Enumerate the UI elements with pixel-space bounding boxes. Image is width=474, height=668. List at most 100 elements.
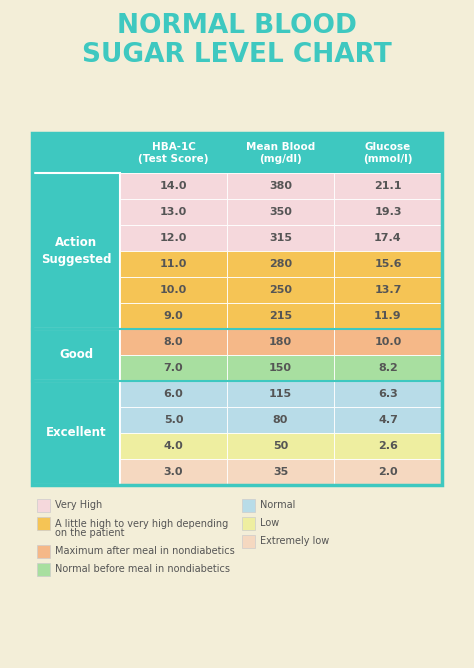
Text: 6.0: 6.0	[164, 389, 183, 399]
Bar	[227, 173, 334, 199]
Text: Normal: Normal	[260, 500, 295, 510]
Text: 14.0: 14.0	[160, 181, 187, 191]
Bar	[120, 459, 227, 485]
Text: 180: 180	[269, 337, 292, 347]
Text: 4.7: 4.7	[378, 415, 398, 425]
Text: 12.0: 12.0	[160, 233, 187, 243]
Bar	[120, 381, 227, 407]
Text: Very High: Very High	[55, 500, 102, 510]
Text: Low: Low	[260, 518, 279, 528]
Text: 4.0: 4.0	[164, 441, 183, 451]
Bar	[120, 225, 227, 251]
Text: 6.3: 6.3	[378, 389, 398, 399]
Text: 115: 115	[269, 389, 292, 399]
Text: 8.2: 8.2	[378, 363, 398, 373]
Bar	[227, 303, 334, 329]
Text: Glucose
(mmol/l): Glucose (mmol/l)	[363, 142, 413, 164]
Text: 3.0: 3.0	[164, 467, 183, 477]
Bar	[120, 277, 227, 303]
Text: 19.3: 19.3	[374, 207, 402, 217]
Bar	[334, 303, 442, 329]
Text: 8.0: 8.0	[164, 337, 183, 347]
Bar	[32, 133, 442, 173]
Bar	[334, 381, 442, 407]
Bar	[242, 517, 255, 530]
Text: 280: 280	[269, 259, 292, 269]
Bar	[227, 433, 334, 459]
Text: 50: 50	[273, 441, 288, 451]
Bar	[32, 133, 442, 485]
Bar	[334, 407, 442, 433]
Text: Good: Good	[59, 349, 93, 361]
Text: 315: 315	[269, 233, 292, 243]
Text: 17.4: 17.4	[374, 233, 402, 243]
Bar	[120, 433, 227, 459]
Text: Action
Suggested: Action Suggested	[41, 236, 111, 266]
Bar	[242, 499, 255, 512]
Text: 13.0: 13.0	[160, 207, 187, 217]
Text: 15.6: 15.6	[374, 259, 402, 269]
Bar	[37, 563, 50, 576]
Bar	[120, 199, 227, 225]
Bar	[334, 199, 442, 225]
Text: 21.1: 21.1	[374, 181, 402, 191]
Text: A little high to very high depending: A little high to very high depending	[55, 519, 228, 529]
Text: Mean Blood
(mg/dl): Mean Blood (mg/dl)	[246, 142, 315, 164]
Bar	[334, 433, 442, 459]
Text: Maximum after meal in nondiabetics: Maximum after meal in nondiabetics	[55, 546, 235, 556]
Text: Normal before meal in nondiabetics: Normal before meal in nondiabetics	[55, 564, 230, 574]
Text: 5.0: 5.0	[164, 415, 183, 425]
Text: 150: 150	[269, 363, 292, 373]
Text: 13.7: 13.7	[374, 285, 401, 295]
Bar	[120, 329, 227, 355]
Text: 35: 35	[273, 467, 288, 477]
Bar	[227, 459, 334, 485]
Text: 11.9: 11.9	[374, 311, 402, 321]
Text: 250: 250	[269, 285, 292, 295]
Text: 80: 80	[273, 415, 288, 425]
Text: HBA-1C
(Test Score): HBA-1C (Test Score)	[138, 142, 209, 164]
Bar	[37, 499, 50, 512]
Bar	[227, 225, 334, 251]
Text: 10.0: 10.0	[160, 285, 187, 295]
Bar	[227, 329, 334, 355]
Bar	[334, 225, 442, 251]
Bar	[227, 355, 334, 381]
Bar	[227, 277, 334, 303]
Bar	[120, 355, 227, 381]
Bar	[32, 381, 120, 485]
Bar	[37, 517, 50, 530]
Bar	[334, 355, 442, 381]
Bar	[334, 251, 442, 277]
Text: NORMAL BLOOD: NORMAL BLOOD	[117, 13, 357, 39]
Bar	[334, 459, 442, 485]
Text: 2.6: 2.6	[378, 441, 398, 451]
Text: Excellent: Excellent	[46, 426, 106, 440]
Bar	[227, 407, 334, 433]
Bar	[227, 381, 334, 407]
Bar	[37, 545, 50, 558]
Bar	[120, 303, 227, 329]
Bar	[120, 173, 227, 199]
Bar	[32, 173, 120, 329]
Bar	[242, 535, 255, 548]
Text: on the patient: on the patient	[55, 528, 125, 538]
Text: Extremely low: Extremely low	[260, 536, 329, 546]
Text: 2.0: 2.0	[378, 467, 398, 477]
Text: 7.0: 7.0	[164, 363, 183, 373]
Bar	[227, 199, 334, 225]
Text: 215: 215	[269, 311, 292, 321]
Text: 380: 380	[269, 181, 292, 191]
Text: 11.0: 11.0	[160, 259, 187, 269]
Text: SUGAR LEVEL CHART: SUGAR LEVEL CHART	[82, 42, 392, 68]
Bar	[334, 173, 442, 199]
Bar	[334, 329, 442, 355]
Bar	[334, 277, 442, 303]
Bar	[120, 251, 227, 277]
Bar	[227, 251, 334, 277]
Bar	[120, 407, 227, 433]
Bar	[32, 329, 120, 381]
Text: 350: 350	[269, 207, 292, 217]
Text: 10.0: 10.0	[374, 337, 401, 347]
Text: 9.0: 9.0	[164, 311, 183, 321]
